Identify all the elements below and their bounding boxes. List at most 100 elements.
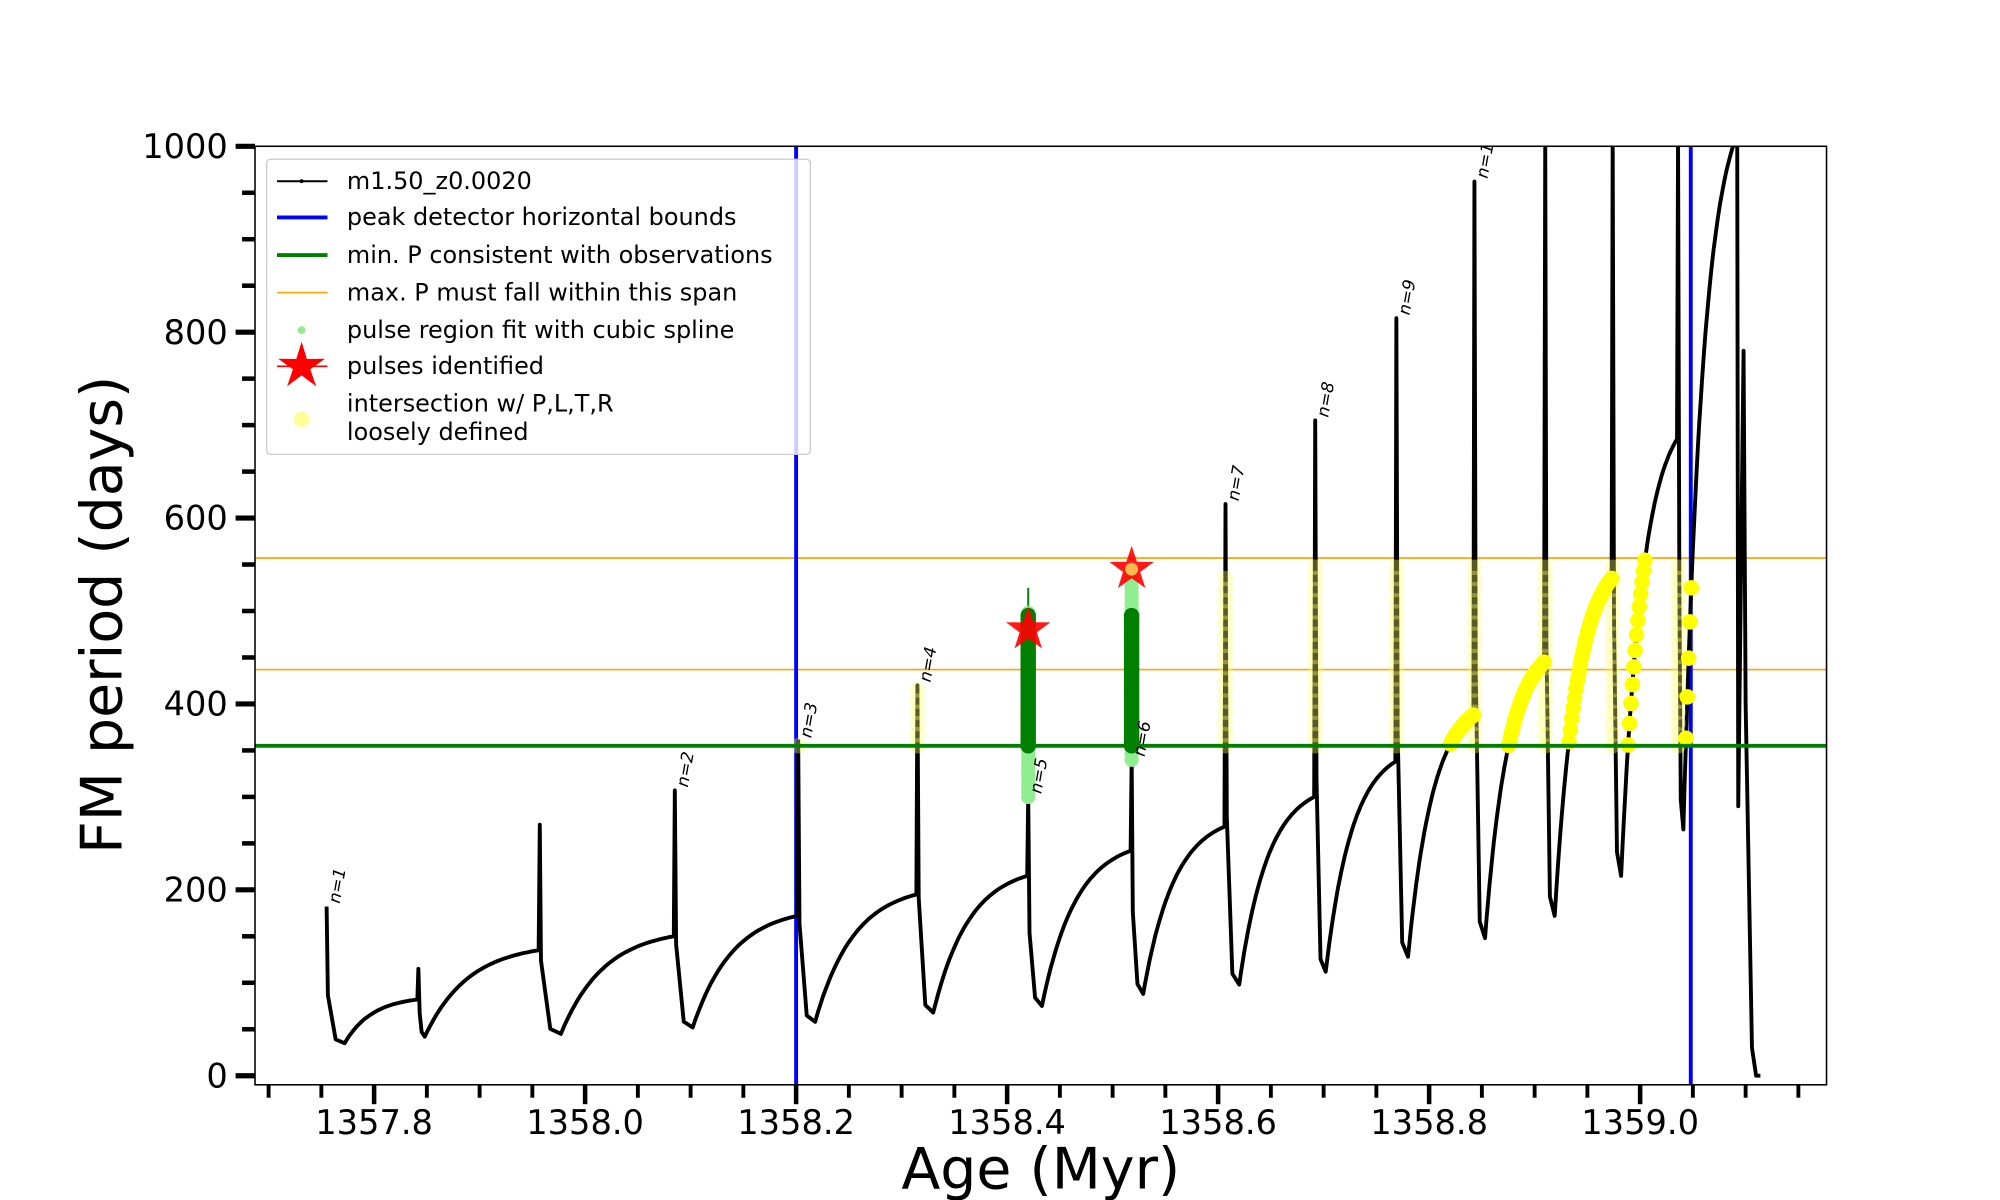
- loose-intersection-point: [1624, 676, 1641, 693]
- loose-intersection-point: [1466, 671, 1483, 687]
- loose-intersection-point: [1388, 704, 1405, 721]
- loose-intersection-point: [1603, 570, 1620, 587]
- legend-entry-6: pulses identified: [277, 341, 544, 387]
- x-tick-label: 1357.8: [315, 1103, 433, 1142]
- loose-intersection-point: [1217, 648, 1234, 665]
- loose-intersection-point: [1466, 693, 1483, 709]
- loose-intersection-point: [1217, 659, 1234, 676]
- loose-intersection-point: [1217, 637, 1234, 654]
- loose-intersection-point: [909, 726, 926, 743]
- loose-intersection-point: [1388, 593, 1405, 609]
- legend-entry-1: m1.50_z0.0020: [277, 167, 532, 195]
- loose-intersection-point: [1537, 559, 1553, 576]
- loose-intersection-point: [1307, 693, 1323, 709]
- loose-intersection-point: [1604, 648, 1621, 665]
- legend-marker-icon: [299, 179, 304, 184]
- loose-intersection-point: [1537, 726, 1553, 743]
- loose-intersection-point: [1307, 659, 1323, 676]
- loose-intersection-point: [1637, 552, 1653, 569]
- legend-entry-5: pulse region fit with cubic spline: [297, 316, 734, 344]
- loose-intersection-point: [1680, 650, 1697, 666]
- loose-intersection-point: [1604, 682, 1621, 698]
- loose-intersection-point: [1217, 671, 1234, 687]
- loose-intersection-point: [1307, 715, 1323, 732]
- loose-intersection-point: [1670, 559, 1686, 576]
- loose-intersection-point: [1388, 659, 1405, 676]
- y-axis: 0 200 400 600 800 1000: [142, 127, 256, 1095]
- loose-intersection-point: [1670, 637, 1686, 654]
- loose-intersection-point: [1621, 715, 1638, 732]
- axes-frame: [254, 145, 1828, 1086]
- loose-intersection-point: [1466, 726, 1483, 743]
- legend-circle-icon: [293, 411, 310, 428]
- loose-intersection-point: [1217, 626, 1234, 643]
- loose-intersection-point: [909, 693, 926, 709]
- legend-entry-2: peak detector horizontal bounds: [277, 203, 737, 231]
- legend-label: pulses identified: [347, 352, 544, 380]
- x-axis: 1357.8 1358.0 1358.2 1358.4 1358.6 1358.8 1359…: [266, 1084, 1801, 1142]
- x-tick-label: 1358.2: [737, 1103, 855, 1142]
- loose-intersection-point: [1604, 704, 1621, 721]
- y-tick-label: 400: [164, 685, 228, 724]
- loose-intersection-point: [1388, 637, 1405, 654]
- loose-intersection-point: [1307, 682, 1323, 698]
- loose-intersection-point: [1682, 614, 1698, 630]
- loose-intersection-point: [1670, 659, 1686, 676]
- loose-intersection-point: [1627, 642, 1643, 659]
- x-tick-label: 1359.0: [1581, 1103, 1699, 1142]
- loose-intersection-point: [1537, 704, 1553, 721]
- loose-intersection-column-4: [1307, 559, 1323, 754]
- y-tick-label: 800: [164, 313, 228, 352]
- legend-label: peak detector horizontal bounds: [347, 203, 737, 231]
- loose-intersection-point: [909, 704, 926, 721]
- loose-intersection-point: [1466, 626, 1483, 643]
- loose-intersection-point: [1466, 559, 1483, 576]
- loose-intersection-point: [1670, 604, 1686, 620]
- loose-intersection-point: [1679, 689, 1696, 705]
- loose-intersection-point: [1670, 671, 1686, 687]
- loose-intersection-point: [1466, 637, 1483, 654]
- loose-intersection-point: [1466, 648, 1483, 665]
- loose-intersection-point: [1388, 726, 1405, 743]
- legend-label: pulse region fit with cubic spline: [347, 316, 734, 344]
- loose-intersection-point: [1307, 559, 1323, 576]
- loose-intersection-point: [1466, 570, 1483, 587]
- pulse-identified-star-1: [1006, 606, 1051, 649]
- loose-intersection-point: [1628, 627, 1645, 643]
- legend-label: min. P consistent with observations: [347, 241, 773, 269]
- legend-label: max. P must fall within this span: [347, 278, 737, 306]
- loose-intersection-point: [1604, 726, 1621, 743]
- y-axis-label: FM period (days): [70, 376, 136, 854]
- x-tick-label: 1358.4: [948, 1103, 1066, 1142]
- loose-intersection-point: [1307, 637, 1323, 654]
- legend-entry-4: max. P must fall within this span: [277, 278, 737, 306]
- legend-label: loosely defined: [347, 418, 529, 446]
- x-tick-label: 1358.8: [1370, 1103, 1488, 1142]
- loose-intersection-point: [1217, 604, 1234, 620]
- loose-intersection-point: [1604, 559, 1621, 576]
- x-tick-label: 1358.6: [1159, 1103, 1277, 1142]
- loose-intersection-point: [1466, 659, 1483, 676]
- loose-intersection-point: [1307, 604, 1323, 620]
- loose-intersection-point: [1307, 570, 1323, 587]
- loose-intersection-point: [1466, 682, 1483, 698]
- loose-intersection-column-5: [1388, 559, 1405, 754]
- legend-label: m1.50_z0.0020: [347, 167, 532, 195]
- loose-intersection-point: [1307, 726, 1323, 743]
- loose-intersection-point: [1307, 704, 1323, 721]
- x-axis-label: Age (Myr): [901, 1136, 1180, 1200]
- loose-intersection-point: [1604, 604, 1621, 620]
- loose-intersection-point: [1678, 730, 1694, 747]
- loose-intersection-point: [1307, 671, 1323, 687]
- loose-intersection-point: [1670, 570, 1686, 587]
- y-tick-label: 600: [164, 499, 228, 538]
- loose-intersection-point: [1604, 693, 1621, 709]
- loose-intersection-point: [909, 715, 926, 732]
- loose-intersection-point: [1537, 581, 1553, 598]
- loose-intersection-point: [1537, 604, 1553, 620]
- loose-intersection-column-9: [1670, 559, 1686, 754]
- loose-intersection-point: [1307, 626, 1323, 643]
- loose-intersection-point: [1537, 570, 1553, 587]
